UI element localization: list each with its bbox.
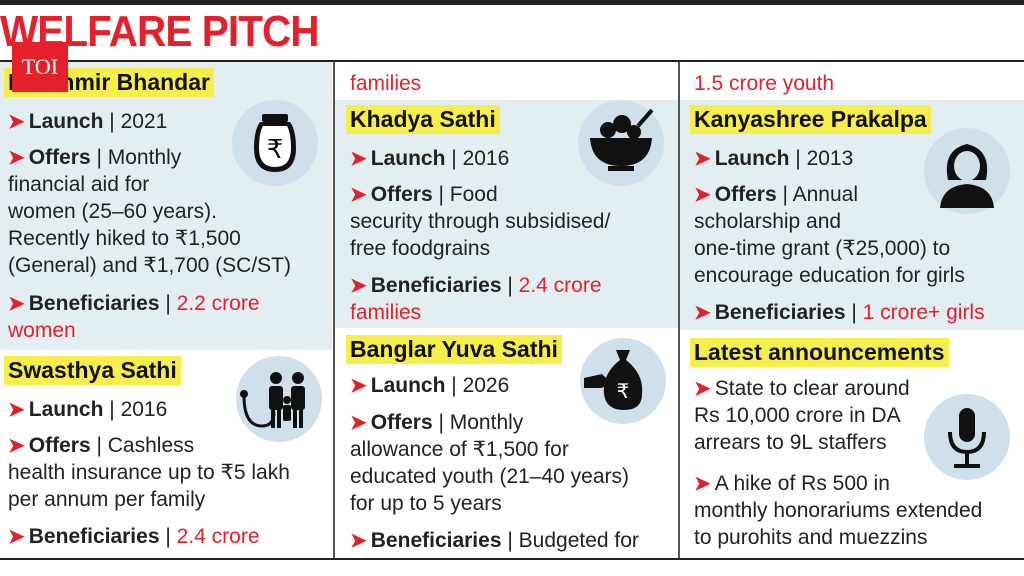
launch-line: ➤ Launch | 2016 bbox=[8, 398, 168, 421]
svg-text:₹: ₹ bbox=[267, 135, 284, 165]
offers-text: per annum per family bbox=[8, 488, 206, 511]
announcement-item: ➤ A hike of Rs 500 in bbox=[694, 472, 890, 495]
offers-text: one-time grant (₹25,000) to bbox=[694, 237, 951, 260]
beneficiaries-line: ➤ Beneficiaries | 1 crore+ girls bbox=[694, 301, 985, 324]
bottom-rule bbox=[0, 558, 1024, 560]
food-bowl-icon bbox=[578, 100, 664, 186]
toi-logo: TOI bbox=[12, 42, 68, 92]
announcement-text: to purohits and muezzins bbox=[694, 526, 928, 549]
launch-line: ➤ Launch | 2026 bbox=[350, 374, 510, 397]
announcement-text: Rs 10,000 crore in DA bbox=[694, 404, 901, 427]
beneficiaries-line: ➤ Beneficiaries | 2.2 crore bbox=[8, 292, 260, 315]
launch-line: ➤ Launch | 2021 bbox=[8, 110, 168, 133]
offers-text: educated youth (21–40 years) bbox=[350, 465, 630, 488]
continuation-text: families bbox=[350, 72, 422, 95]
offers-line: ➤ Offers | Annual bbox=[694, 183, 858, 206]
beneficiaries-line: ➤ Beneficiaries | 2.4 crore bbox=[350, 274, 602, 297]
offers-line: ➤ Offers | Food bbox=[350, 183, 498, 206]
offers-text: allowance of ₹1,500 for bbox=[350, 438, 569, 461]
panel-top-continuation-2 bbox=[335, 62, 678, 100]
announcement-item: ➤ State to clear around bbox=[694, 377, 910, 400]
offers-text: (General) and ₹1,700 (SC/ST) bbox=[8, 254, 291, 277]
offers-text: women (25–60 years). bbox=[8, 200, 217, 223]
rupee-pot-icon: ₹ bbox=[232, 100, 318, 186]
title-rule bbox=[0, 60, 1024, 62]
announcements-heading: Latest announcements bbox=[690, 338, 949, 367]
offers-text: health insurance up to ₹5 lakh bbox=[8, 461, 290, 484]
offers-line: ➤ Offers | Cashless bbox=[8, 434, 195, 457]
beneficiaries-line: ➤ Beneficiaries | Budgeted for bbox=[350, 529, 639, 552]
beneficiaries-line: ➤ Beneficiaries | 2.4 crore bbox=[8, 525, 260, 548]
column-divider-2 bbox=[678, 62, 680, 558]
money-bag-hand-icon: ₹ bbox=[580, 338, 666, 424]
scheme-title: Banglar Yuva Sathi bbox=[346, 335, 562, 364]
offers-text: for up to 5 years bbox=[350, 492, 502, 515]
offers-line: ➤ Offers | Monthly bbox=[350, 411, 524, 434]
offers-text: security through subsidised/ bbox=[350, 210, 611, 233]
offers-line: ➤ Offers | Monthly bbox=[8, 146, 182, 169]
svg-text:₹: ₹ bbox=[617, 379, 630, 403]
beneficiaries-text: families bbox=[350, 301, 422, 324]
offers-text: Recently hiked to ₹1,500 bbox=[8, 227, 241, 250]
beneficiaries-text: women bbox=[8, 319, 76, 342]
offers-text: encourage education for girls bbox=[694, 264, 965, 287]
announcement-text: arrears to 9L staffers bbox=[694, 431, 887, 454]
scheme-title: Swasthya Sathi bbox=[4, 356, 181, 385]
launch-line: ➤ Launch | 2013 bbox=[694, 147, 854, 170]
launch-line: ➤ Launch | 2016 bbox=[350, 147, 510, 170]
family-stethoscope-icon bbox=[236, 356, 322, 442]
offers-text: financial aid for bbox=[8, 173, 150, 196]
continuation-text: 1.5 crore youth bbox=[694, 72, 835, 95]
panel-top-continuation-3 bbox=[680, 62, 1024, 100]
scheme-title: Kanyashree Prakalpa bbox=[690, 105, 931, 134]
offers-text: free foodgrains bbox=[350, 237, 491, 260]
column-divider-1 bbox=[333, 62, 335, 558]
top-border bbox=[0, 0, 1024, 5]
announcement-text: monthly honorariums extended bbox=[694, 499, 983, 522]
microphone-icon bbox=[924, 394, 1010, 480]
girl-avatar-icon bbox=[924, 128, 1010, 214]
scheme-title: Khadya Sathi bbox=[346, 105, 500, 134]
offers-text: scholarship and bbox=[694, 210, 842, 233]
